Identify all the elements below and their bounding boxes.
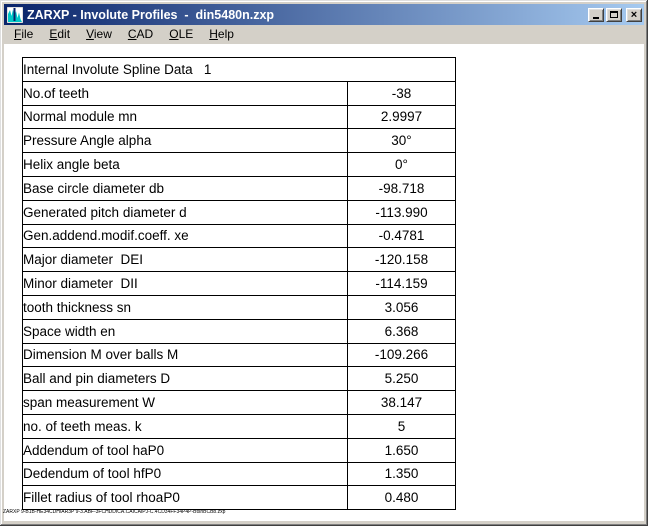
- menu-item-ole[interactable]: OLE: [169, 27, 194, 41]
- row-label: Fillet radius of tool rhoaP0: [22, 485, 348, 511]
- spline-data-table: Internal Involute Spline Data 1 No.of te…: [22, 57, 456, 511]
- menu-item-edit[interactable]: Edit: [49, 27, 71, 41]
- row-label: Minor diameter DII: [22, 271, 348, 296]
- maximize-button[interactable]: [606, 7, 622, 22]
- row-label: Generated pitch diameter d: [22, 199, 348, 225]
- row-value: 38.147: [347, 390, 456, 415]
- table-row: Generated pitch diameter d -113.990: [22, 199, 456, 225]
- table-row: Space width en 6.368: [22, 318, 456, 344]
- row-value: 6.368: [347, 318, 456, 344]
- row-value: 0.480: [347, 485, 456, 511]
- row-value: -109.266: [347, 342, 456, 368]
- table-row: Minor diameter DII -114.159: [22, 271, 456, 296]
- menu-item-cad[interactable]: CAD: [127, 27, 154, 41]
- zarxp-app-icon[interactable]: [6, 6, 24, 23]
- row-value: -113.990: [347, 199, 456, 225]
- row-value: -0.4781: [347, 223, 456, 249]
- table-row: Gen.addend.modif.coeff. xe -0.4781: [22, 223, 456, 249]
- table-row: Normal module mn 2.9997: [22, 104, 456, 130]
- row-value: 5: [347, 413, 456, 439]
- row-label: tooth thickness sn: [22, 294, 348, 320]
- window-title: ZARXP - Involute Profiles - din5480n.zxp: [27, 7, 275, 22]
- menu-item-help[interactable]: Help: [209, 27, 234, 41]
- row-value: -98.718: [347, 175, 456, 201]
- table-row: No.of teeth -38: [22, 80, 456, 106]
- table-row: Dimension M over balls M -109.266: [22, 342, 456, 368]
- row-value: 2.9997: [347, 104, 456, 130]
- row-label: Dimension M over balls M: [22, 342, 348, 368]
- row-label: Dedendum of tool hfP0: [22, 461, 348, 487]
- row-label: span measurement W: [22, 390, 348, 415]
- table-row: Helix angle beta 0°: [22, 152, 456, 177]
- menu-bar: File Edit View CAD OLE Help: [4, 25, 644, 44]
- title-bar[interactable]: ZARXP - Involute Profiles - din5480n.zxp…: [4, 4, 644, 25]
- table-row: span measurement W 38.147: [22, 390, 456, 415]
- close-button[interactable]: ×: [626, 7, 642, 22]
- row-value: -114.159: [347, 271, 456, 296]
- row-value: 3.056: [347, 294, 456, 320]
- row-label: Base circle diameter db: [22, 175, 348, 201]
- row-label: Pressure Angle alpha: [22, 128, 348, 154]
- row-label: no. of teeth meas. k: [22, 413, 348, 439]
- table-title: Internal Involute Spline Data 1: [22, 57, 456, 82]
- row-value: -38: [347, 80, 456, 106]
- row-label: No.of teeth: [22, 80, 348, 106]
- table-row: Major diameter DEI -120.158: [22, 247, 456, 273]
- row-label: Major diameter DEI: [22, 247, 348, 273]
- row-value: -120.158: [347, 247, 456, 273]
- table-row: tooth thickness sn 3.056: [22, 294, 456, 320]
- menu-item-view[interactable]: View: [86, 27, 112, 41]
- table-row: Ball and pin diameters D 5.250: [22, 366, 456, 392]
- minimize-button[interactable]: [588, 7, 604, 22]
- footer-fine-print: ZARXP 9-B1B-HE34CDH/AR3P 9-3.ABF-3FCHDDI…: [3, 509, 226, 515]
- maximize-icon: [610, 11, 618, 18]
- close-icon: ×: [630, 8, 638, 21]
- table-header-row: Internal Involute Spline Data 1: [22, 57, 456, 82]
- row-value: 1.650: [347, 437, 456, 463]
- row-value: 30°: [347, 128, 456, 154]
- row-label: Normal module mn: [22, 104, 348, 130]
- menu-item-file[interactable]: File: [14, 27, 34, 41]
- row-value: 0°: [347, 152, 456, 177]
- row-label: Ball and pin diameters D: [22, 366, 348, 392]
- client-area: Internal Involute Spline Data 1 No.of te…: [4, 44, 644, 521]
- window-controls: ×: [586, 7, 642, 22]
- row-label: Addendum of tool haP0: [22, 437, 348, 463]
- table-row: Base circle diameter db -98.718: [22, 175, 456, 201]
- table-row: Pressure Angle alpha 30°: [22, 128, 456, 154]
- minimize-icon: [593, 17, 599, 19]
- spline-table-body: Internal Involute Spline Data 1 No.of te…: [22, 57, 456, 511]
- table-row: Fillet radius of tool rhoaP0 0.480: [22, 485, 456, 511]
- row-value: 1.350: [347, 461, 456, 487]
- row-label: Gen.addend.modif.coeff. xe: [22, 223, 348, 249]
- row-label: Helix angle beta: [22, 152, 348, 177]
- table-row: Addendum of tool haP0 1.650: [22, 437, 456, 463]
- row-label: Space width en: [22, 318, 348, 344]
- row-value: 5.250: [347, 366, 456, 392]
- table-row: Dedendum of tool hfP0 1.350: [22, 461, 456, 487]
